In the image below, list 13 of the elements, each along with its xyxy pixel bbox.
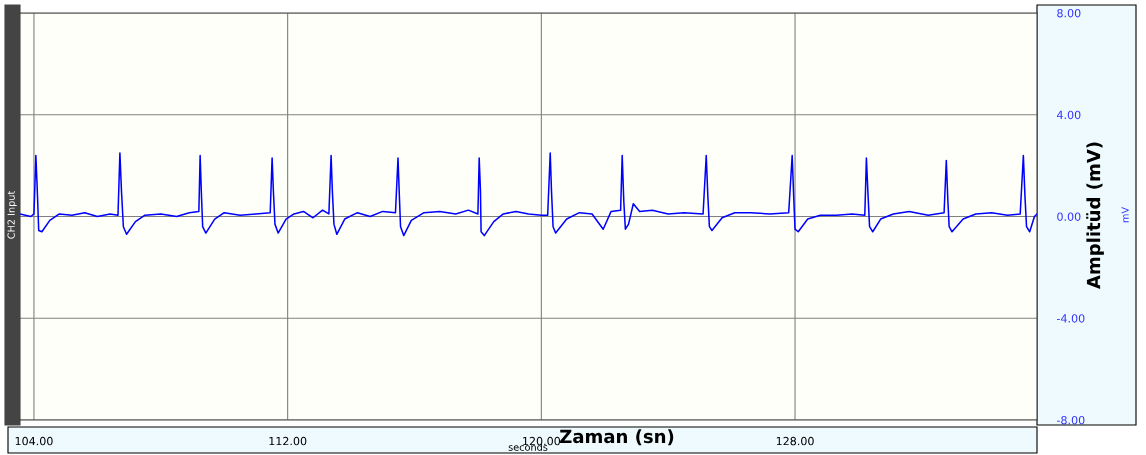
x-tick-label: 112.00 (269, 436, 307, 446)
y-tick-label: -8.00 (1056, 415, 1085, 425)
x-tick-label: 104.00 (15, 436, 53, 446)
x-axis-title: Zaman (sn) (560, 429, 674, 446)
y-tick-label: 4.00 (1056, 110, 1081, 120)
y-tick-label: 0.00 (1057, 212, 1081, 221)
x-tick-label: 128.00 (776, 436, 814, 446)
text: mV (1121, 207, 1129, 223)
y-tick-label: -4.00 (1056, 314, 1085, 323)
line-series (20, 152, 1037, 237)
text: CH2 Input (7, 190, 17, 239)
y-tick-label: 8.00 (1057, 8, 1081, 18)
y-axis-title: Amplitüd (mV) (1086, 142, 1104, 289)
